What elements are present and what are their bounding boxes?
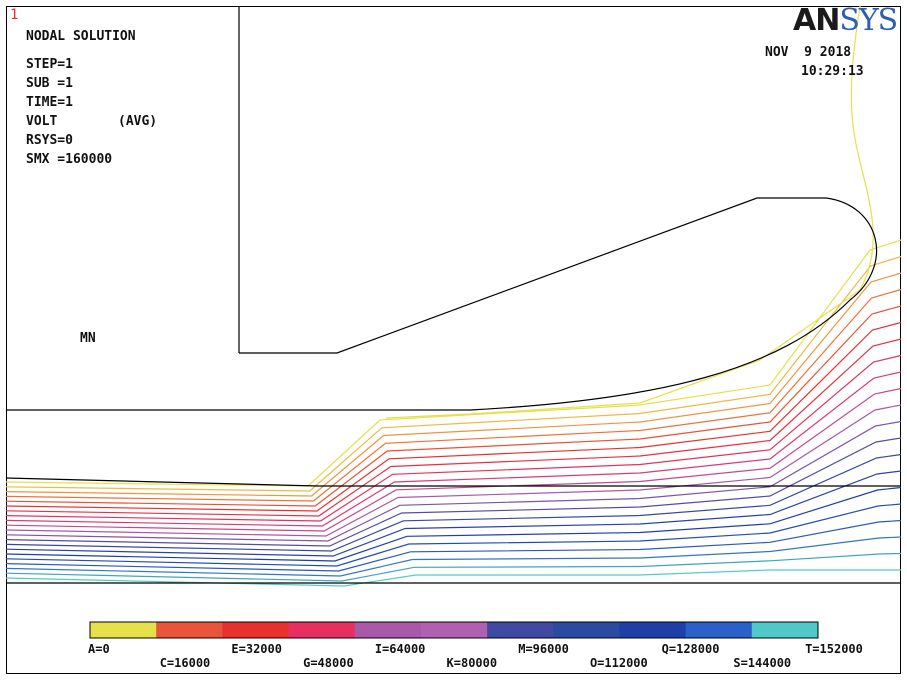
legend-swatch: [90, 622, 157, 638]
legend-swatch: [619, 622, 687, 638]
ansys-logo: ANSYS: [793, 3, 898, 38]
legend-label: I=64000: [374, 642, 426, 656]
contour-line: [5, 288, 902, 502]
legend-label: T=152000: [805, 642, 863, 656]
legend-label: A=0: [88, 642, 110, 656]
legend-label: O=112000: [589, 656, 648, 670]
contour-line: [5, 437, 902, 547]
contour-line: [5, 503, 902, 567]
contour-line: [5, 470, 902, 557]
contour-line: [385, 5, 874, 419]
legend-swatch: [354, 622, 422, 638]
contour-line: [5, 255, 902, 492]
plot-title: NODAL SOLUTION: [26, 29, 136, 44]
contour-line: [5, 354, 902, 522]
legend-swatch: [156, 622, 223, 638]
step-label: STEP=1: [26, 57, 73, 72]
legend-label: Q=128000: [661, 642, 720, 656]
interface-line: [5, 477, 319, 487]
legend-label: E=32000: [231, 642, 282, 656]
legend-swatch: [487, 622, 554, 638]
contour-line: [5, 519, 902, 572]
electrode-outline: [6, 197, 878, 411]
min-marker: MN: [80, 331, 96, 346]
contour-line: [5, 420, 902, 542]
contour-line: [5, 486, 902, 562]
contour-line: [5, 371, 902, 527]
contour-lines: [5, 5, 902, 587]
legend-label: C=16000: [159, 656, 211, 670]
legend-frame: [89, 621, 819, 639]
legend-swatch: [685, 622, 753, 638]
contour-line: [5, 321, 902, 512]
smx-label: SMX =160000: [26, 152, 113, 167]
contour-line: [5, 239, 902, 487]
legend-label: S=144000: [733, 656, 792, 670]
legend-swatch: [222, 622, 290, 638]
contour-line: [5, 453, 902, 552]
legend-label: G=48000: [303, 656, 354, 670]
contour-line: [5, 536, 902, 577]
averaging-label: (AVG): [118, 114, 158, 129]
clock-label: 10:29:13: [801, 64, 864, 79]
contour-line: [5, 338, 902, 517]
time-label: TIME=1: [26, 95, 73, 110]
color-legend: [89, 621, 819, 639]
window-number: 1: [10, 7, 19, 23]
legend-swatch: [420, 622, 488, 638]
contour-line: [5, 404, 902, 537]
legend-swatch: [288, 622, 356, 638]
contour-line: [5, 387, 902, 532]
contour-line: [5, 305, 902, 507]
plot-frame: [6, 6, 901, 674]
legend-label: K=80000: [446, 656, 498, 670]
contour-line: [5, 569, 901, 587]
contour-line: [5, 272, 902, 497]
quantity-label: VOLT: [26, 114, 58, 129]
contour-line: [5, 552, 902, 582]
date-label: NOV 9 2018: [765, 45, 852, 60]
legend-label: M=96000: [518, 642, 569, 656]
model-geometry: [5, 6, 901, 584]
legend-swatch: [751, 622, 819, 638]
sub-label: SUB =1: [26, 76, 73, 91]
legend-swatch: [553, 622, 620, 638]
rsys-label: RSYS=0: [26, 133, 73, 148]
